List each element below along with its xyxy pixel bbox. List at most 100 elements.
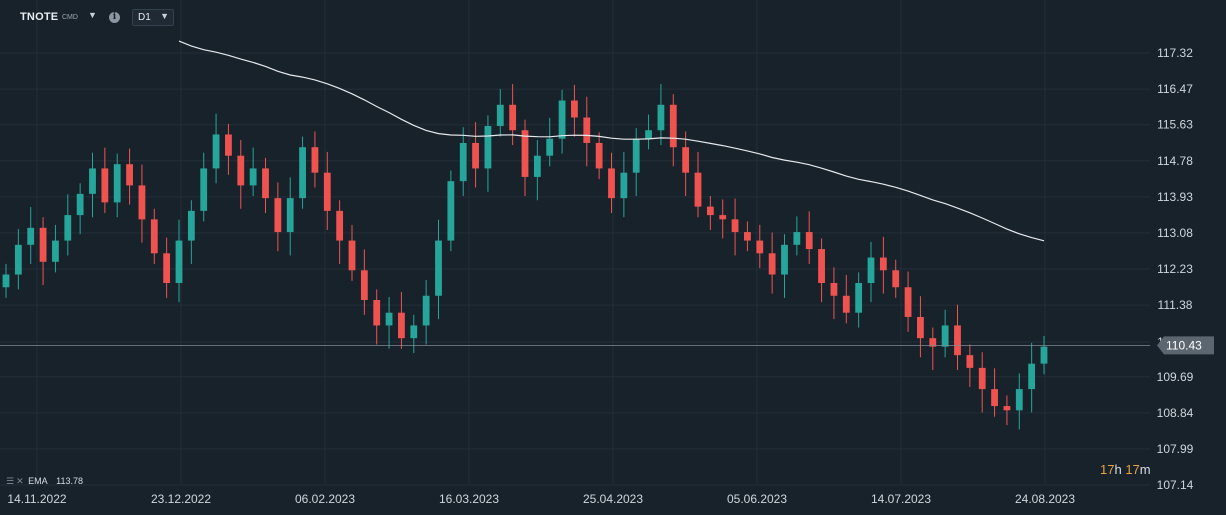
candle-body: [39, 227, 47, 262]
candle-body: [2, 274, 10, 288]
candle-body: [941, 325, 949, 347]
candle-body: [904, 287, 912, 317]
candle-body: [311, 147, 319, 173]
y-tick-label: 108.84: [1157, 406, 1194, 420]
price-tag-bg: [1157, 336, 1214, 355]
y-tick-label: 113.93: [1157, 190, 1193, 204]
candle-body: [459, 142, 467, 182]
x-tick-label: 23.12.2022: [151, 492, 211, 506]
x-tick-label: 16.03.2023: [439, 492, 499, 506]
candle-body: [126, 164, 133, 186]
candle-body: [262, 168, 269, 199]
candle-body: [719, 215, 727, 220]
candle-body: [867, 257, 875, 284]
candle-body: [978, 367, 986, 390]
chevron-down-icon: ▼: [160, 11, 169, 21]
y-tick-label: 111.38: [1158, 298, 1193, 312]
candle-body: [509, 104, 517, 131]
candle-body: [225, 134, 232, 156]
x-tick-label: 06.02.2023: [295, 492, 355, 506]
candle-body: [756, 240, 764, 254]
candle-body: [917, 316, 924, 339]
candle-body: [323, 172, 331, 211]
candle-body: [645, 130, 652, 139]
info-icon[interactable]: i: [109, 12, 120, 23]
symbol-name[interactable]: TNOTE: [20, 11, 59, 23]
candle-body: [113, 164, 121, 203]
x-tick-label: 25.04.2023: [583, 492, 643, 506]
candle-body: [608, 168, 615, 199]
ema-line: [178, 40, 1045, 242]
candle-body: [484, 125, 492, 169]
candle-body: [447, 181, 455, 241]
candle-body: [1015, 389, 1023, 411]
symbol-type: CMD: [62, 14, 78, 21]
x-tick-label: 05.06.2023: [727, 492, 787, 506]
y-tick-label: 114.78: [1157, 154, 1193, 168]
candle-body: [286, 198, 294, 233]
candle-body: [299, 147, 306, 199]
candle-body: [14, 244, 22, 275]
countdown-hours: 17: [1100, 462, 1115, 477]
x-tick-label: 14.11.2022: [7, 492, 66, 506]
y-tick-label: 107.99: [1157, 442, 1194, 456]
candle-body: [571, 100, 578, 118]
candle-body: [472, 142, 479, 169]
candle-body: [274, 198, 282, 233]
candle-body: [249, 168, 257, 186]
candle-body: [212, 134, 220, 169]
candle-body: [150, 219, 158, 254]
candle-body: [348, 240, 356, 271]
candle-body: [583, 117, 591, 143]
candle-body: [336, 210, 344, 241]
candle-body: [706, 206, 714, 216]
candle-body: [929, 338, 937, 347]
candle-body: [1028, 363, 1036, 390]
candle-body: [855, 283, 863, 313]
candle-body: [595, 142, 603, 169]
countdown-minutes: 17: [1125, 462, 1140, 477]
candle-body: [694, 172, 702, 207]
y-tick-label: 115.63: [1157, 118, 1193, 132]
candle-body: [620, 172, 628, 199]
candle-body: [546, 138, 554, 156]
chevron-down-icon[interactable]: ▼: [88, 10, 97, 20]
y-tick-label: 107.14: [1157, 478, 1194, 492]
candle-body: [175, 240, 183, 284]
candle-body: [879, 257, 887, 271]
candle-body: [991, 389, 998, 407]
candle-body: [558, 100, 566, 139]
timeframe-select[interactable]: D1 ▼: [132, 9, 174, 26]
candle-body: [966, 355, 974, 368]
candle-body: [818, 249, 825, 284]
indicator-legend: ☰ ✕ EMA 113.78: [6, 476, 83, 487]
candle-body: [682, 147, 690, 173]
settings-icon[interactable]: ☰: [6, 476, 15, 486]
y-tick-label: 113.08: [1157, 226, 1193, 240]
x-tick-label: 14.07.2023: [871, 492, 931, 506]
y-tick-label: 112.23: [1157, 262, 1193, 276]
candle-body: [138, 185, 146, 220]
candle-body: [237, 155, 245, 186]
current-price-tag: 110.43: [1157, 336, 1214, 355]
candle-body: [101, 168, 109, 203]
indicator-name: EMA: [28, 476, 48, 486]
candle-body: [385, 312, 393, 326]
candle-body: [1003, 406, 1011, 411]
candle-countdown: 17h 17m: [1100, 462, 1151, 477]
candle-body: [64, 215, 72, 241]
candle-body: [360, 270, 368, 300]
candle-body: [398, 312, 405, 339]
candle-body: [781, 244, 788, 275]
candle-body: [410, 325, 418, 339]
candle-body: [657, 104, 665, 131]
candle-body: [533, 155, 541, 177]
close-icon[interactable]: ✕: [16, 476, 24, 486]
chart-toolbar: TNOTE CMD ▼ i D1 ▼: [0, 0, 400, 34]
y-tick-label: 116.47: [1157, 82, 1193, 96]
candle-body: [496, 104, 504, 126]
candle-body: [669, 104, 677, 148]
countdown-minutes-unit: m: [1139, 462, 1151, 477]
candle-body: [89, 168, 96, 194]
